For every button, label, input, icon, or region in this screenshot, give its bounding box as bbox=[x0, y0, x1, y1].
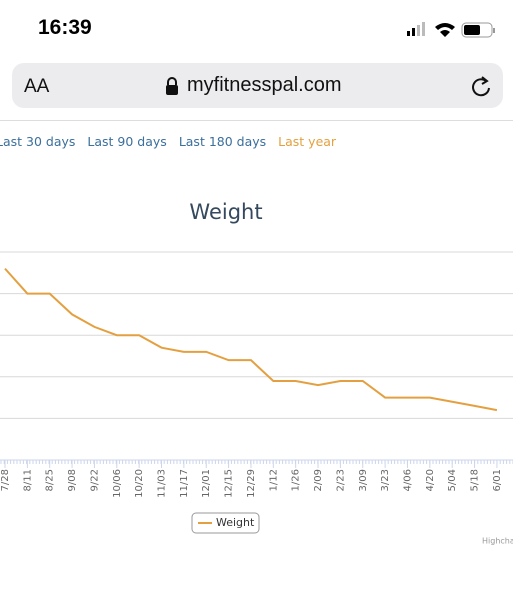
x-tick-label: 6/01 bbox=[492, 469, 503, 491]
x-tick-label: 4/06 bbox=[402, 469, 413, 491]
reload-button[interactable] bbox=[470, 75, 494, 99]
x-tick-label: 12/01 bbox=[201, 469, 212, 498]
x-tick-label: 7/28 bbox=[0, 469, 11, 491]
lock-icon bbox=[166, 77, 178, 95]
credits: Highcharts.com bbox=[482, 537, 513, 546]
line bbox=[4, 267, 498, 412]
x-tick-label: 5/18 bbox=[470, 469, 481, 491]
x-tick-label: 5/04 bbox=[447, 469, 458, 491]
x-tick-label: 10/20 bbox=[134, 469, 145, 498]
url[interactable]: myfitnesspal.com bbox=[187, 74, 342, 96]
x-tick-label: 2/23 bbox=[335, 469, 346, 491]
legend-label: Weight bbox=[216, 516, 255, 529]
x-tick-label: 8/25 bbox=[45, 469, 56, 491]
x-tick-label: 12/29 bbox=[246, 469, 257, 498]
range-tab[interactable]: Last 90 days bbox=[87, 134, 167, 149]
status-time: 16:39 bbox=[38, 16, 92, 39]
x-tick-label: 3/09 bbox=[358, 469, 369, 491]
address-bar[interactable] bbox=[12, 63, 503, 108]
x-tick-label: 2/09 bbox=[313, 469, 324, 491]
legend-box bbox=[191, 512, 260, 534]
x-tick-label: 1/12 bbox=[268, 469, 279, 491]
text-size-button[interactable]: AA bbox=[24, 76, 50, 97]
x-tick-label: 10/06 bbox=[112, 469, 123, 498]
chart-title: Weight bbox=[189, 200, 262, 224]
x-tick-label: 11/03 bbox=[157, 469, 168, 498]
x-tick-label: 1/26 bbox=[291, 469, 302, 491]
x-tick-label: 9/22 bbox=[89, 469, 100, 491]
chart: Weight 7/28 8/11 8/25 9/08 9/22 10/06 10/20 11/… bbox=[0, 200, 513, 546]
range-tab[interactable]: Last 30 days bbox=[0, 134, 76, 149]
x-tick-label: 3/23 bbox=[380, 469, 391, 491]
range-tabs: Last 30 days Last 90 days Last 180 days Las… bbox=[0, 134, 348, 149]
separator bbox=[0, 120, 513, 121]
range-tab[interactable]: Last 180 days bbox=[178, 134, 267, 149]
x-tick-label: 11/17 bbox=[179, 469, 190, 498]
status-icons bbox=[407, 22, 495, 38]
x-tick-label: 4/20 bbox=[425, 469, 436, 491]
x-tick-label: 8/11 bbox=[22, 469, 33, 491]
x-tick-label: 12/15 bbox=[224, 469, 235, 498]
x-tick-label: 9/08 bbox=[67, 469, 78, 491]
range-tab[interactable]: Last year bbox=[278, 134, 337, 149]
